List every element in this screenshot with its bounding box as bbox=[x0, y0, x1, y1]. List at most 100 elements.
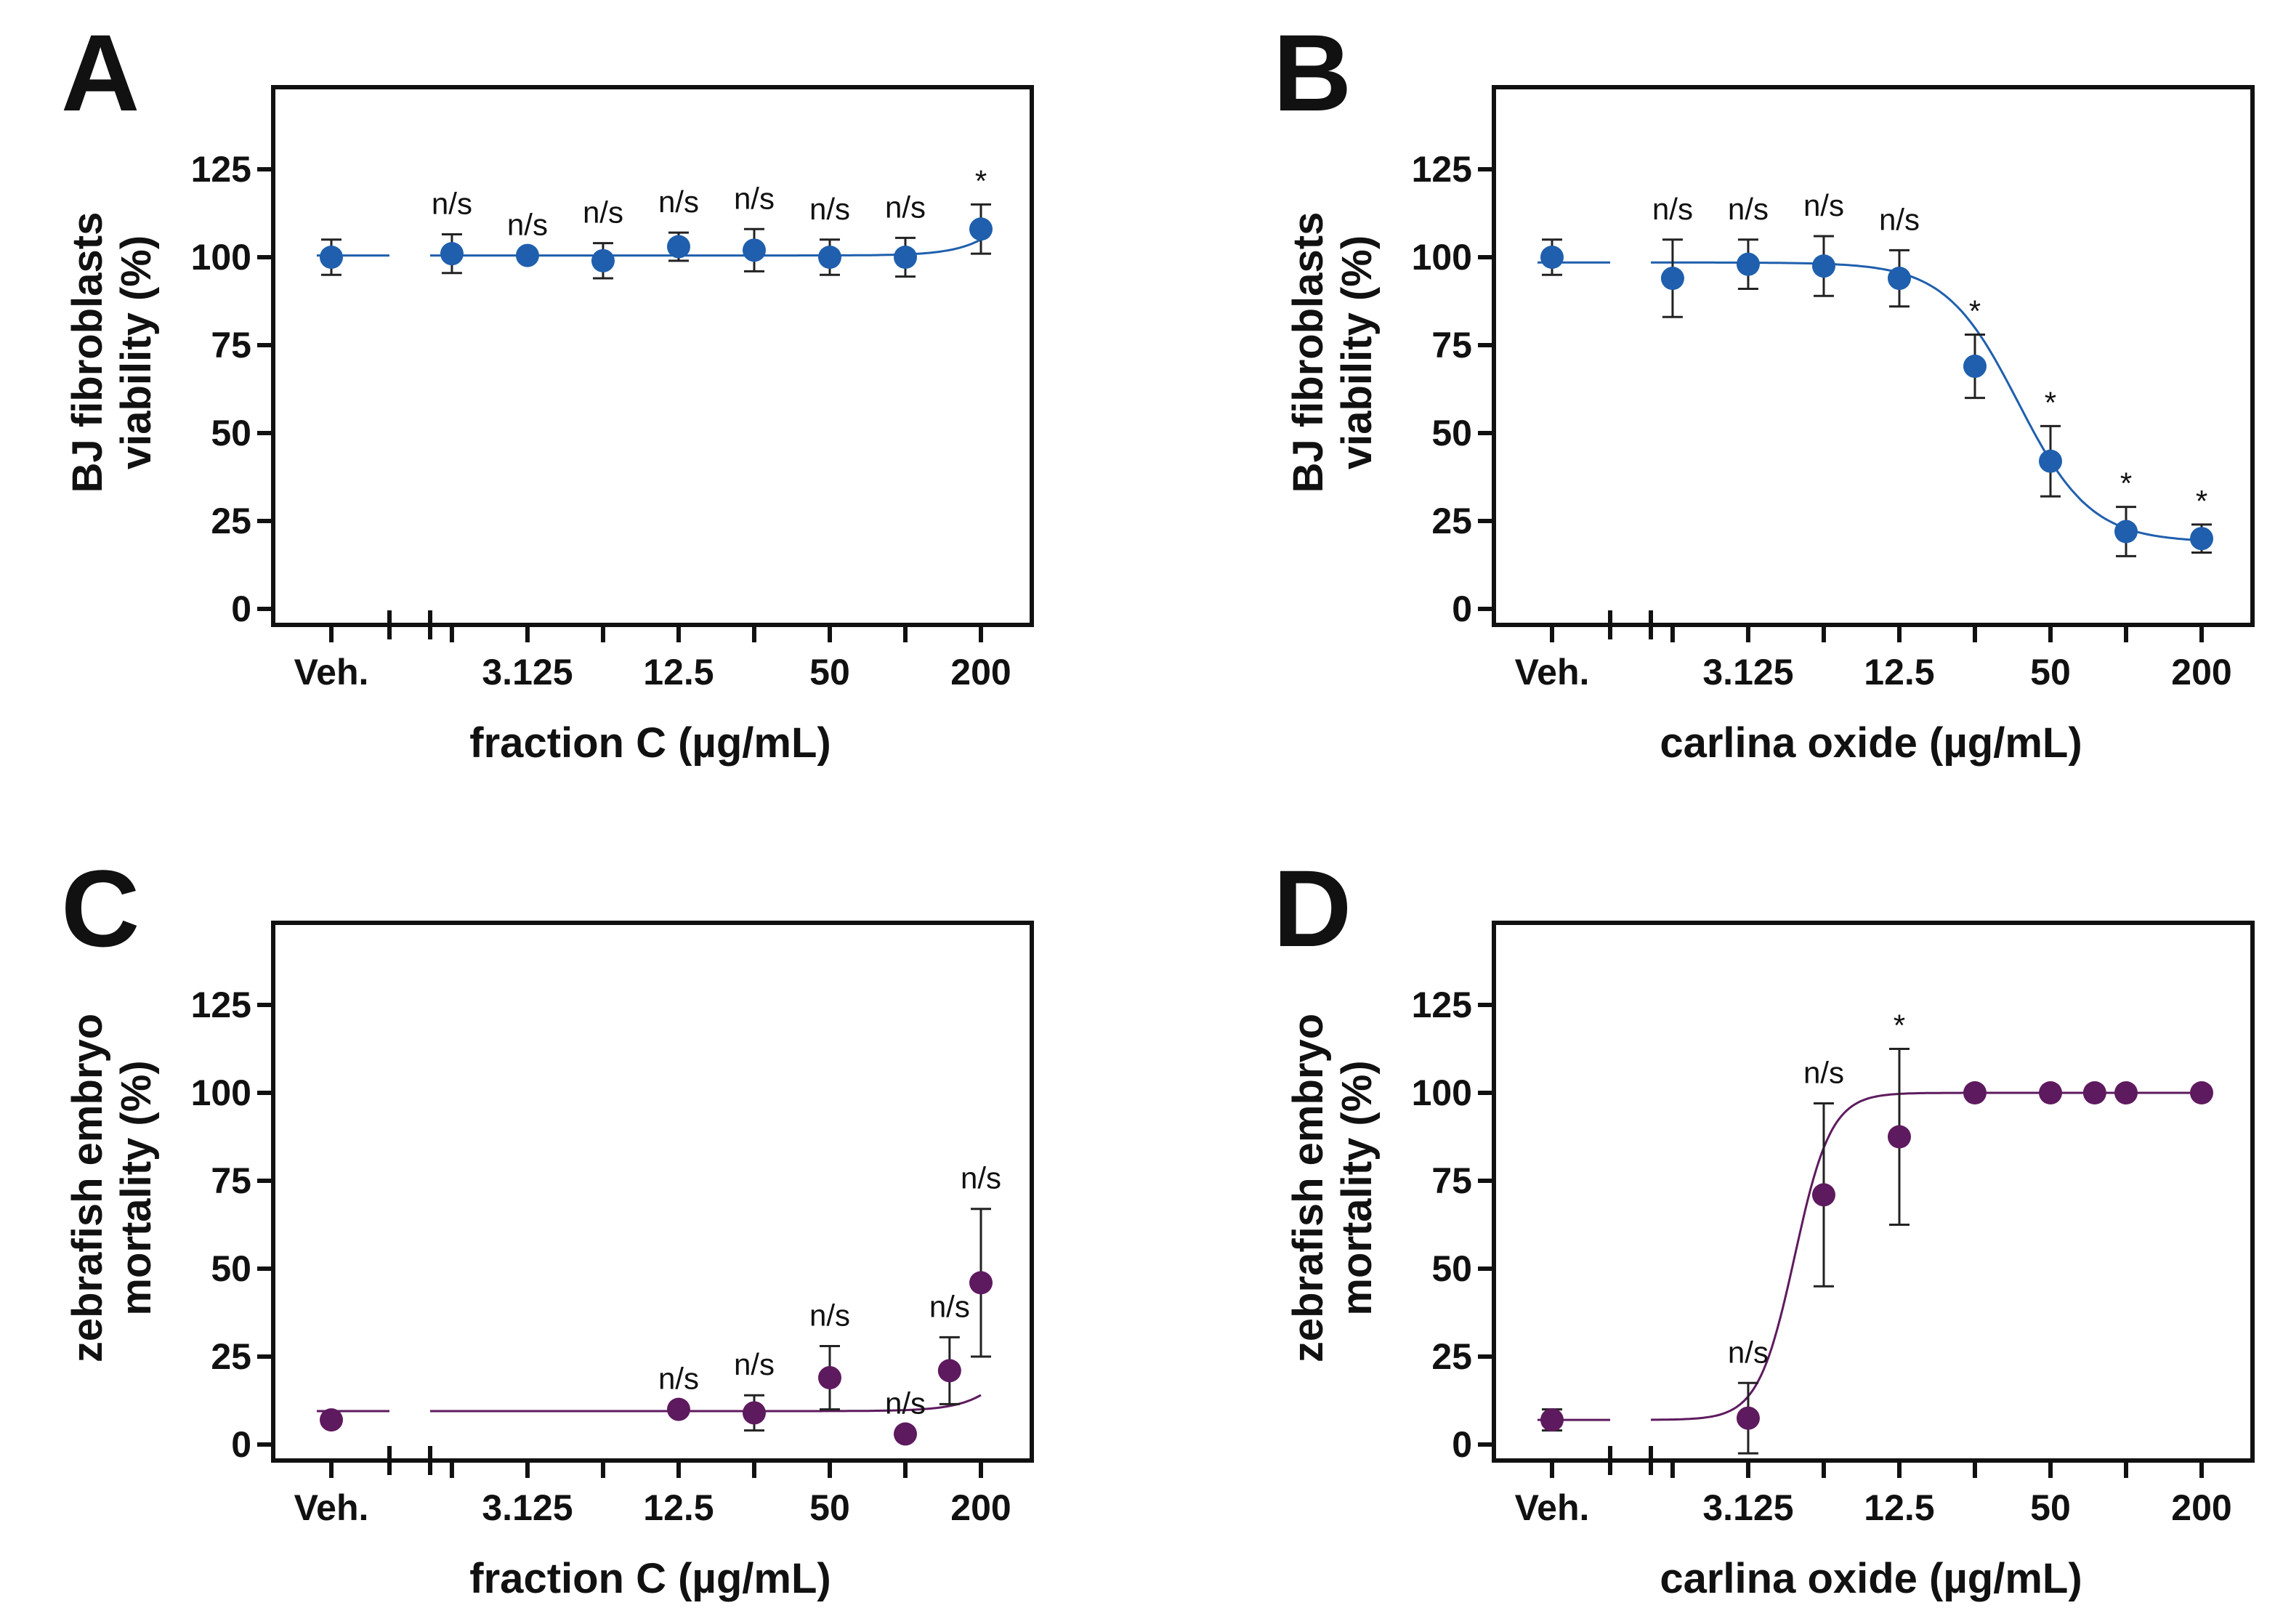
significance-label: n/s bbox=[658, 1362, 699, 1396]
data-point bbox=[2038, 1081, 2062, 1104]
x-tick-label: 3.125 bbox=[1702, 652, 1793, 692]
plot-frame bbox=[271, 85, 1034, 627]
data-point bbox=[1811, 254, 1835, 278]
significance-label: * bbox=[1894, 1009, 1905, 1043]
significance-label: n/s bbox=[1728, 1335, 1769, 1369]
x-axis-label: fraction C (µg/mL) bbox=[469, 719, 831, 767]
y-axis-label-line2: mortality (%) bbox=[1333, 1060, 1381, 1315]
y-tick-label: 100 bbox=[191, 1072, 251, 1113]
significance-label: n/s bbox=[507, 208, 548, 242]
y-tick-label: 125 bbox=[1412, 985, 1472, 1025]
panel-label: A bbox=[61, 12, 140, 134]
x-tick-label: 200 bbox=[2171, 652, 2231, 692]
panel-c: C zebrafish embryo mortality (%) fractio… bbox=[61, 847, 1034, 1602]
plot-area: 0 25 50 75 100 125 Veh. 3.125 12.5 50 200 n/s n/s n/s… bbox=[1412, 85, 2255, 692]
x-tick-label: 200 bbox=[2171, 1487, 2231, 1528]
vehicle-point bbox=[320, 1408, 343, 1432]
y-tick-label: 25 bbox=[1431, 501, 1472, 541]
fit-curve bbox=[1650, 1091, 2202, 1421]
x-axis-label: carlina oxide (µg/mL) bbox=[1660, 719, 2082, 767]
x-tick-label: Veh. bbox=[1515, 1487, 1590, 1528]
data-point bbox=[1736, 1406, 1760, 1430]
panel-d: D zebrafish embryo mortality (%) carlina… bbox=[1273, 847, 2255, 1602]
panel-label: C bbox=[61, 847, 140, 969]
x-tick-label: Veh. bbox=[294, 652, 369, 692]
data-point bbox=[817, 1366, 841, 1390]
y-tick-label: 50 bbox=[1431, 1248, 1472, 1289]
y-tick-label: 125 bbox=[191, 149, 251, 190]
vehicle-point bbox=[320, 246, 343, 269]
significance-label: * bbox=[2196, 484, 2207, 518]
significance-label: n/s bbox=[1879, 202, 1920, 236]
y-tick-label: 125 bbox=[191, 985, 251, 1025]
significance-label: n/s bbox=[809, 1298, 850, 1332]
plot-frame bbox=[271, 921, 1034, 1463]
panel-label: B bbox=[1273, 12, 1351, 134]
fit-curve bbox=[1651, 261, 2202, 542]
data-point bbox=[1736, 252, 1760, 276]
significance-label: n/s bbox=[658, 185, 699, 219]
plot-frame bbox=[1492, 921, 2255, 1463]
x-tick-label: 3.125 bbox=[1702, 1487, 1793, 1528]
y-tick-label: 50 bbox=[211, 413, 251, 453]
x-tick-label: 50 bbox=[2030, 652, 2071, 692]
data-point bbox=[591, 249, 615, 272]
data-point bbox=[1963, 1081, 1987, 1104]
data-point bbox=[894, 1422, 917, 1446]
significance-label: n/s bbox=[734, 181, 775, 215]
data-point bbox=[1887, 1125, 1911, 1149]
data-point bbox=[742, 238, 766, 262]
y-tick-label: 0 bbox=[1452, 589, 1472, 629]
significance-label: n/s bbox=[1728, 192, 1769, 226]
plot-area: 0 25 50 75 100 125 Veh. 3.125 12.5 50 200 n/s n/s * bbox=[1412, 921, 2255, 1528]
x-tick-label: 12.5 bbox=[1864, 652, 1934, 692]
y-tick-label: 25 bbox=[1431, 1336, 1472, 1377]
y-axis-label-line1: BJ fibroblasts bbox=[64, 212, 111, 493]
data-point bbox=[666, 1397, 690, 1421]
y-tick-label: 75 bbox=[211, 325, 251, 365]
y-tick-label: 50 bbox=[211, 1248, 251, 1289]
significance-label: * bbox=[2045, 385, 2056, 419]
y-tick-label: 0 bbox=[231, 1424, 251, 1465]
x-tick-label: 50 bbox=[2030, 1487, 2071, 1528]
significance-label: * bbox=[1969, 294, 1981, 328]
significance-label: n/s bbox=[929, 1289, 970, 1323]
data-point bbox=[969, 217, 993, 241]
y-axis-label-line1: zebrafish embryo bbox=[64, 1014, 111, 1362]
y-axis-label-line1: zebrafish embryo bbox=[1285, 1014, 1332, 1362]
data-point bbox=[1660, 267, 1684, 291]
x-tick-label: 200 bbox=[950, 652, 1011, 692]
significance-label: n/s bbox=[1652, 192, 1693, 226]
significance-label: n/s bbox=[809, 192, 850, 226]
y-axis-label-line2: viability (%) bbox=[113, 235, 160, 469]
significance-label: n/s bbox=[583, 195, 623, 230]
y-axis-label-line1: BJ fibroblasts bbox=[1285, 212, 1332, 493]
significance-label: * bbox=[975, 163, 987, 198]
x-tick-label: 50 bbox=[809, 1487, 850, 1528]
y-tick-label: 75 bbox=[1431, 1160, 1472, 1201]
data-point bbox=[969, 1271, 993, 1295]
y-tick-label: 100 bbox=[1412, 1072, 1472, 1113]
x-tick-label: Veh. bbox=[1515, 652, 1590, 692]
data-point bbox=[2190, 527, 2214, 551]
significance-label: n/s bbox=[885, 190, 926, 224]
x-tick-label: 50 bbox=[809, 652, 850, 692]
y-tick-label: 25 bbox=[211, 1336, 251, 1377]
data-point bbox=[2190, 1081, 2214, 1104]
vehicle-point bbox=[1540, 246, 1564, 269]
data-point bbox=[1811, 1183, 1835, 1207]
data-point bbox=[2114, 520, 2138, 544]
fit-curve bbox=[430, 1394, 982, 1413]
significance-label: n/s bbox=[885, 1386, 926, 1420]
plot-area: 0 25 50 75 100 125 Veh. 3.125 12.5 50 200 n/s n/s n/s… bbox=[191, 85, 1034, 692]
plot-area: 0 25 50 75 100 125 Veh. 3.125 12.5 50 200 n/s n/s n/s… bbox=[191, 921, 1034, 1528]
data-point bbox=[742, 1401, 766, 1425]
x-tick-label: 200 bbox=[950, 1487, 1011, 1528]
x-tick-label: 12.5 bbox=[1864, 1487, 1934, 1528]
data-point bbox=[937, 1359, 961, 1383]
data-point bbox=[817, 246, 841, 269]
x-axis-label: fraction C (µg/mL) bbox=[469, 1555, 831, 1602]
significance-label: n/s bbox=[1803, 188, 1844, 222]
data-point bbox=[2082, 1081, 2106, 1104]
x-tick-label: 12.5 bbox=[643, 652, 714, 692]
